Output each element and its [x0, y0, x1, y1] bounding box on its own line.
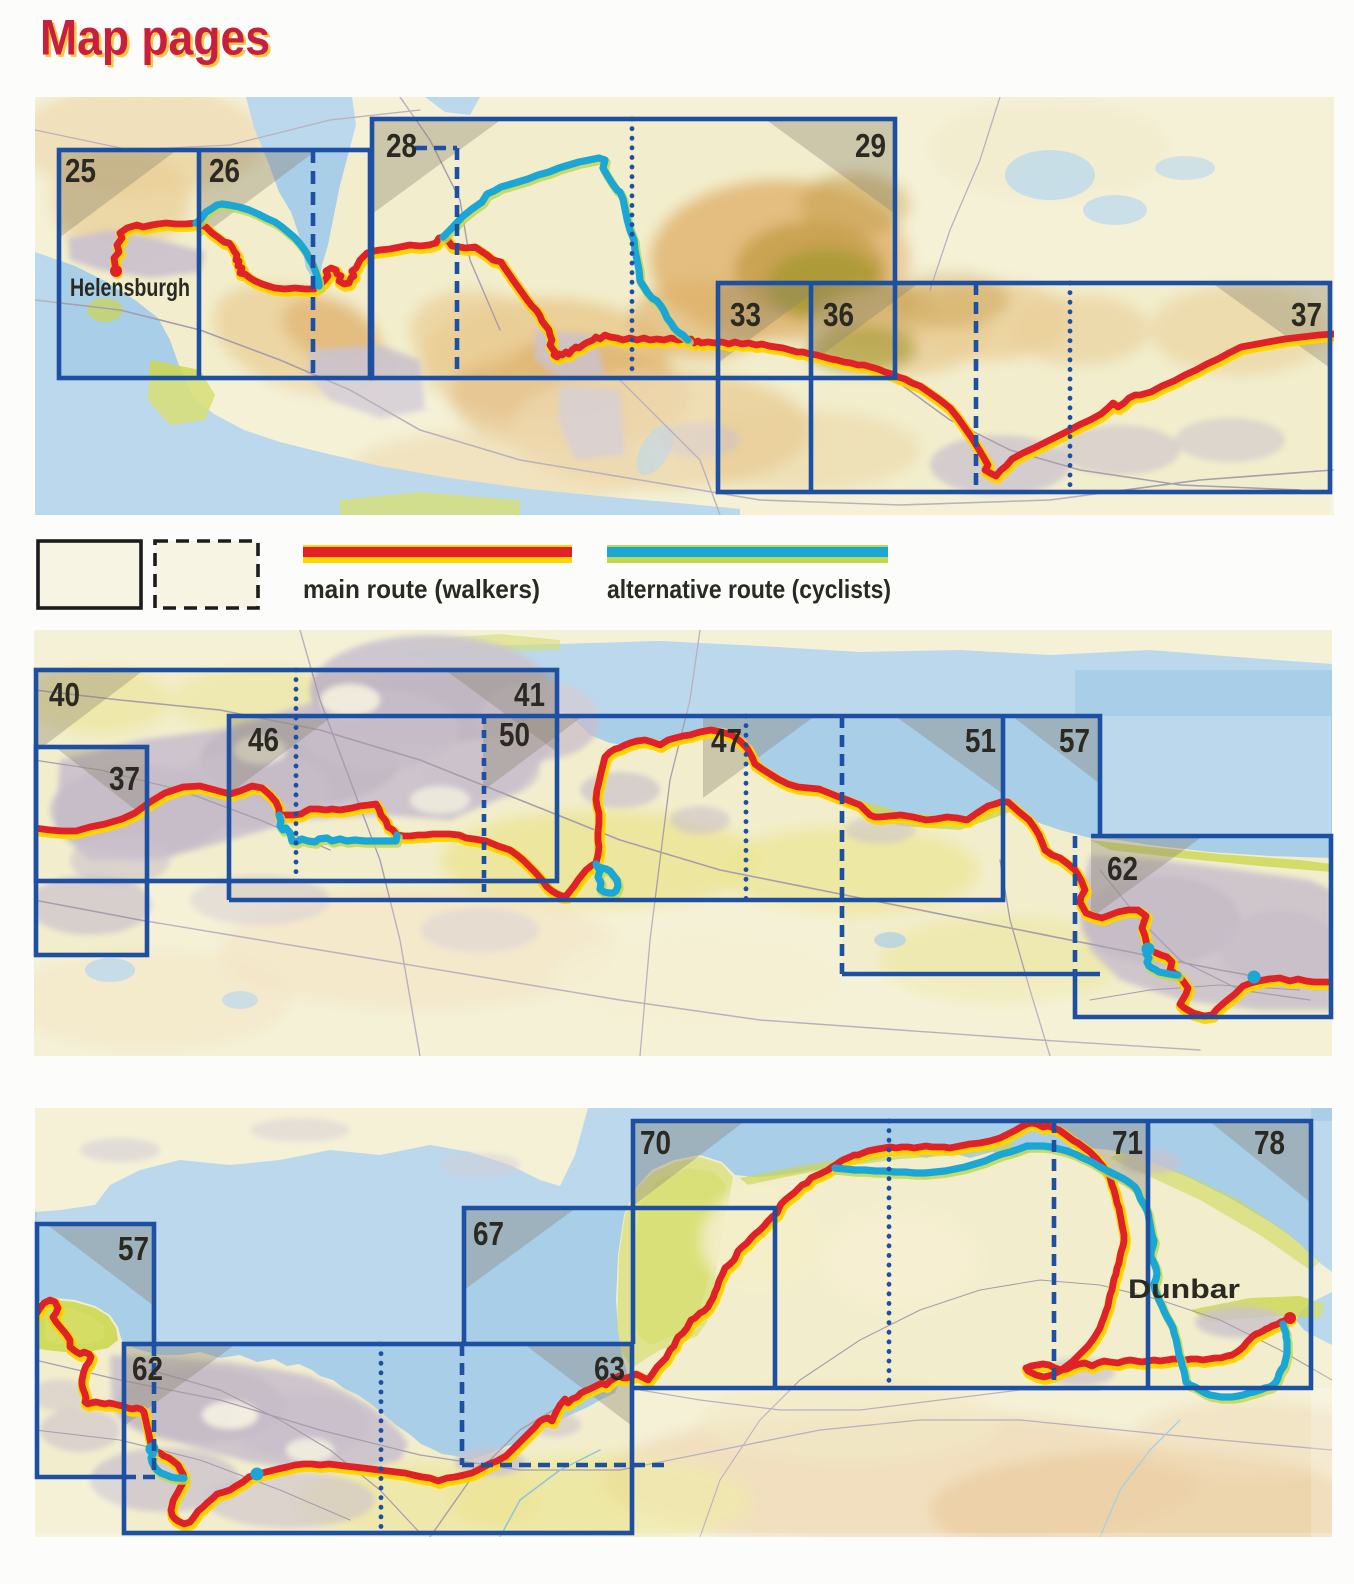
svg-text:41: 41 — [514, 676, 545, 713]
svg-text:46: 46 — [248, 721, 279, 758]
svg-text:Helensburgh: Helensburgh — [70, 274, 190, 302]
svg-text:40: 40 — [49, 676, 80, 713]
svg-text:47: 47 — [711, 722, 742, 759]
svg-text:71: 71 — [1112, 1124, 1143, 1161]
svg-text:28: 28 — [386, 127, 417, 164]
svg-text:29: 29 — [855, 127, 886, 164]
svg-text:alternative route (cyclists): alternative route (cyclists) — [607, 574, 891, 604]
svg-text:26: 26 — [209, 152, 240, 189]
svg-text:57: 57 — [1059, 722, 1090, 759]
svg-text:50: 50 — [499, 716, 530, 753]
svg-text:78: 78 — [1254, 1124, 1285, 1161]
svg-text:70: 70 — [640, 1124, 671, 1161]
svg-text:33: 33 — [730, 296, 761, 333]
svg-text:37: 37 — [1291, 296, 1322, 333]
svg-text:main route (walkers): main route (walkers) — [303, 574, 540, 604]
svg-text:62: 62 — [132, 1350, 163, 1387]
svg-text:51: 51 — [965, 722, 996, 759]
svg-text:62: 62 — [1107, 850, 1138, 887]
svg-text:Map pages: Map pages — [40, 10, 270, 66]
svg-text:36: 36 — [823, 296, 854, 333]
svg-text:67: 67 — [473, 1215, 504, 1252]
svg-text:Dunbar: Dunbar — [1128, 1274, 1241, 1304]
svg-text:Map pages: Map pages — [43, 12, 273, 68]
svg-text:25: 25 — [65, 152, 96, 189]
svg-text:63: 63 — [594, 1350, 625, 1387]
svg-text:37: 37 — [109, 760, 140, 797]
svg-text:57: 57 — [118, 1230, 149, 1267]
